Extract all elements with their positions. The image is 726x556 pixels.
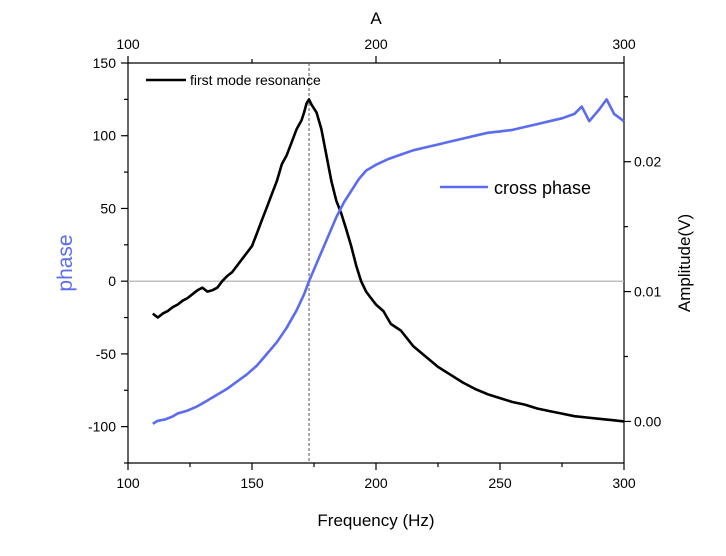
y-left-tick-label: 150 bbox=[93, 55, 117, 71]
legend-phase-label: cross phase bbox=[494, 178, 591, 198]
y-right-axis-title: Amplitude(V) bbox=[675, 214, 694, 312]
x-tick-label: 200 bbox=[364, 475, 388, 491]
cross-phase-line bbox=[152, 98, 625, 425]
y-right-tick-label: 0.00 bbox=[634, 413, 661, 429]
x-axis-title: Frequency (Hz) bbox=[317, 511, 434, 530]
top-tick-label: 200 bbox=[364, 36, 388, 52]
y-left-tick-label: 0 bbox=[108, 273, 116, 289]
y-right-tick-label: 0.01 bbox=[634, 284, 661, 300]
top-tick-label: 100 bbox=[116, 36, 140, 52]
top-axis-title: A bbox=[370, 9, 382, 28]
legend-amplitude-label: first mode resonance bbox=[190, 72, 321, 88]
y-left-tick-label: -100 bbox=[88, 419, 116, 435]
y-right-tick-label: 0.02 bbox=[634, 154, 661, 170]
x-tick-label: 300 bbox=[612, 475, 636, 491]
y-left-tick-label: 100 bbox=[93, 128, 117, 144]
y-left-tick-label: -50 bbox=[96, 346, 116, 362]
x-tick-label: 150 bbox=[240, 475, 264, 491]
x-tick-label: 250 bbox=[488, 475, 512, 491]
y-left-tick-label: 50 bbox=[100, 200, 116, 216]
y-left-axis-title: phase bbox=[54, 234, 77, 291]
top-tick-label: 300 bbox=[612, 36, 636, 52]
x-tick-label: 100 bbox=[116, 475, 140, 491]
amplitude-line bbox=[152, 98, 625, 423]
